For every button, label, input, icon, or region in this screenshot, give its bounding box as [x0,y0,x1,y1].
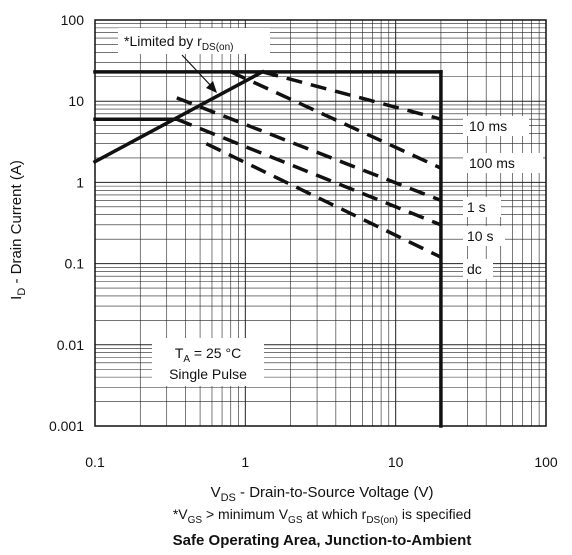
series-line-10s [176,117,442,227]
x-tick-label: 100 [534,454,558,470]
limit-annotation: *Limited by rDS(on) [124,33,234,53]
svg-text:10 ms: 10 ms [469,118,507,134]
chart-curves [92,69,443,428]
svg-text:1 s: 1 s [467,199,486,215]
y-tick-label: 0.01 [57,337,84,353]
series-line-10ms [262,70,442,121]
curve-label-1s: 1 s [463,197,501,217]
x-tick-label: 10 [388,454,404,470]
conditions-box [152,338,264,386]
limit-annotation-box [118,28,270,54]
y-tick-label: 10 [68,93,84,109]
series-line-1s [176,96,442,203]
series-line-dc [205,142,442,259]
svg-text:dc: dc [467,261,482,277]
limit-annotation-arrowhead [206,81,217,93]
x-tick-label: 1 [241,454,249,470]
curve-label-10s: 10 s [463,226,505,246]
svg-text:100 ms: 100 ms [469,155,515,171]
rds-on-limit-line [92,69,265,165]
y-tick-label: 0.1 [65,256,85,272]
plot-frame [94,19,547,427]
footnote: *VGS > minimum VGS at which rDS(on) is s… [173,506,471,526]
y-axis-label: ID - Drain Current (A) [8,160,28,300]
y-tick-label: 0.001 [49,418,84,434]
x-axis-label: VDS - Drain-to-Source Voltage (V) [211,484,434,504]
x-tick-labels: 0.1 1 10 100 [85,454,558,470]
x-tick-label: 0.1 [85,454,105,470]
y-tick-labels: 0.001 0.01 0.1 1 10 100 [49,12,84,434]
svg-text:10 s: 10 s [467,228,493,244]
conditions-line1: TA = 25 °C [175,345,241,365]
conditions-line2: Single Pulse [169,366,247,382]
chart-title: Safe Operating Area, Junction-to-Ambient [173,532,472,549]
curve-label-10ms: 10 ms [463,116,529,136]
limit-annotation-arrow-line [181,54,214,89]
curve-label-dc: dc [463,259,493,279]
y-tick-label: 1 [76,174,84,190]
y-tick-label: 100 [61,12,85,28]
series-line-100ms [230,70,442,170]
curve-label-100ms: 100 ms [463,153,543,173]
